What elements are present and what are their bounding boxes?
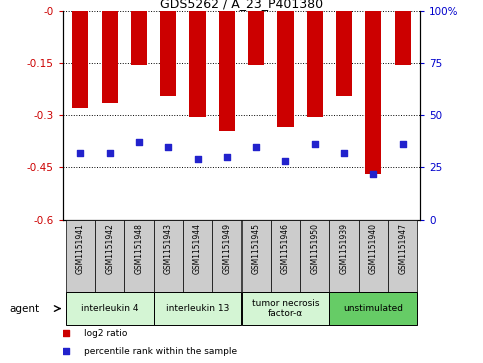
Text: GSM1151939: GSM1151939 <box>340 223 349 274</box>
Text: GSM1151942: GSM1151942 <box>105 223 114 274</box>
Bar <box>307 11 323 117</box>
Text: GSM1151950: GSM1151950 <box>310 223 319 274</box>
Bar <box>277 11 294 127</box>
Point <box>223 154 231 160</box>
Point <box>164 144 172 150</box>
Text: GSM1151940: GSM1151940 <box>369 223 378 274</box>
Point <box>194 156 201 162</box>
Point <box>282 158 289 164</box>
Text: GSM1151943: GSM1151943 <box>164 223 173 274</box>
Text: GSM1151945: GSM1151945 <box>252 223 261 274</box>
Bar <box>183 220 212 292</box>
Text: GSM1151944: GSM1151944 <box>193 223 202 274</box>
Text: agent: agent <box>10 303 40 314</box>
Bar <box>359 220 388 292</box>
Bar <box>388 220 417 292</box>
Bar <box>336 11 352 96</box>
Text: unstimulated: unstimulated <box>343 304 403 313</box>
Point <box>311 142 319 147</box>
Text: interleukin 4: interleukin 4 <box>81 304 139 313</box>
Bar <box>124 220 154 292</box>
Bar <box>160 11 176 96</box>
Text: tumor necrosis
factor-α: tumor necrosis factor-α <box>252 299 319 318</box>
Bar <box>66 220 95 292</box>
Point <box>135 139 143 145</box>
Text: GSM1151947: GSM1151947 <box>398 223 407 274</box>
Point <box>399 142 407 147</box>
Bar <box>329 292 417 325</box>
Point <box>62 330 70 336</box>
Bar <box>154 292 242 325</box>
Text: interleukin 13: interleukin 13 <box>166 304 229 313</box>
Bar <box>271 220 300 292</box>
Bar <box>329 220 359 292</box>
Point <box>369 171 377 176</box>
Text: log2 ratio: log2 ratio <box>84 329 128 338</box>
Point <box>76 150 84 156</box>
Bar <box>300 220 329 292</box>
Text: percentile rank within the sample: percentile rank within the sample <box>84 347 237 356</box>
Point <box>252 144 260 150</box>
Bar <box>212 220 242 292</box>
Bar <box>66 292 154 325</box>
Bar <box>154 220 183 292</box>
Bar <box>395 11 411 65</box>
Point <box>340 150 348 156</box>
Bar <box>72 11 88 108</box>
Text: GSM1151948: GSM1151948 <box>134 223 143 274</box>
Bar <box>101 11 118 103</box>
Text: GSM1151941: GSM1151941 <box>76 223 85 274</box>
Bar <box>131 11 147 65</box>
Text: GSM1151949: GSM1151949 <box>222 223 231 274</box>
Bar <box>189 11 206 117</box>
Title: GDS5262 / A_23_P401380: GDS5262 / A_23_P401380 <box>160 0 323 10</box>
Point <box>62 348 70 354</box>
Bar <box>365 11 382 174</box>
Bar <box>95 220 124 292</box>
Text: GSM1151946: GSM1151946 <box>281 223 290 274</box>
Point <box>106 150 114 156</box>
Bar <box>219 11 235 131</box>
Bar <box>242 292 329 325</box>
Bar <box>242 220 271 292</box>
Bar <box>248 11 264 65</box>
